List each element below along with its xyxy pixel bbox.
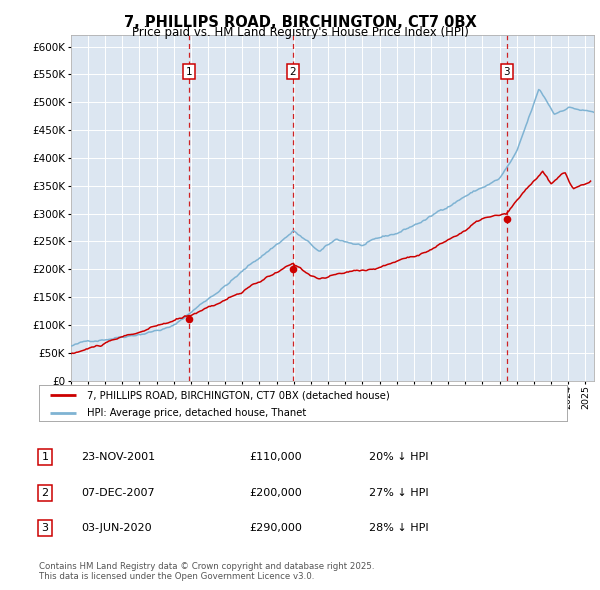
Text: 1: 1: [41, 453, 49, 462]
Text: 3: 3: [41, 523, 49, 533]
Text: Price paid vs. HM Land Registry's House Price Index (HPI): Price paid vs. HM Land Registry's House …: [131, 26, 469, 39]
Text: 2: 2: [41, 488, 49, 497]
Text: £110,000: £110,000: [249, 453, 302, 462]
Text: HPI: Average price, detached house, Thanet: HPI: Average price, detached house, Than…: [86, 408, 306, 418]
Text: 23-NOV-2001: 23-NOV-2001: [81, 453, 155, 462]
Text: 20% ↓ HPI: 20% ↓ HPI: [369, 453, 428, 462]
Text: 07-DEC-2007: 07-DEC-2007: [81, 488, 155, 497]
Text: £200,000: £200,000: [249, 488, 302, 497]
Text: 2: 2: [289, 67, 296, 77]
Text: Contains HM Land Registry data © Crown copyright and database right 2025.
This d: Contains HM Land Registry data © Crown c…: [39, 562, 374, 581]
Text: 7, PHILLIPS ROAD, BIRCHINGTON, CT7 0BX (detached house): 7, PHILLIPS ROAD, BIRCHINGTON, CT7 0BX (…: [86, 390, 389, 400]
Text: 03-JUN-2020: 03-JUN-2020: [81, 523, 152, 533]
Text: £290,000: £290,000: [249, 523, 302, 533]
Text: 7, PHILLIPS ROAD, BIRCHINGTON, CT7 0BX: 7, PHILLIPS ROAD, BIRCHINGTON, CT7 0BX: [124, 15, 476, 30]
Text: 1: 1: [186, 67, 193, 77]
Text: 27% ↓ HPI: 27% ↓ HPI: [369, 488, 428, 497]
Text: 3: 3: [503, 67, 510, 77]
Text: 28% ↓ HPI: 28% ↓ HPI: [369, 523, 428, 533]
